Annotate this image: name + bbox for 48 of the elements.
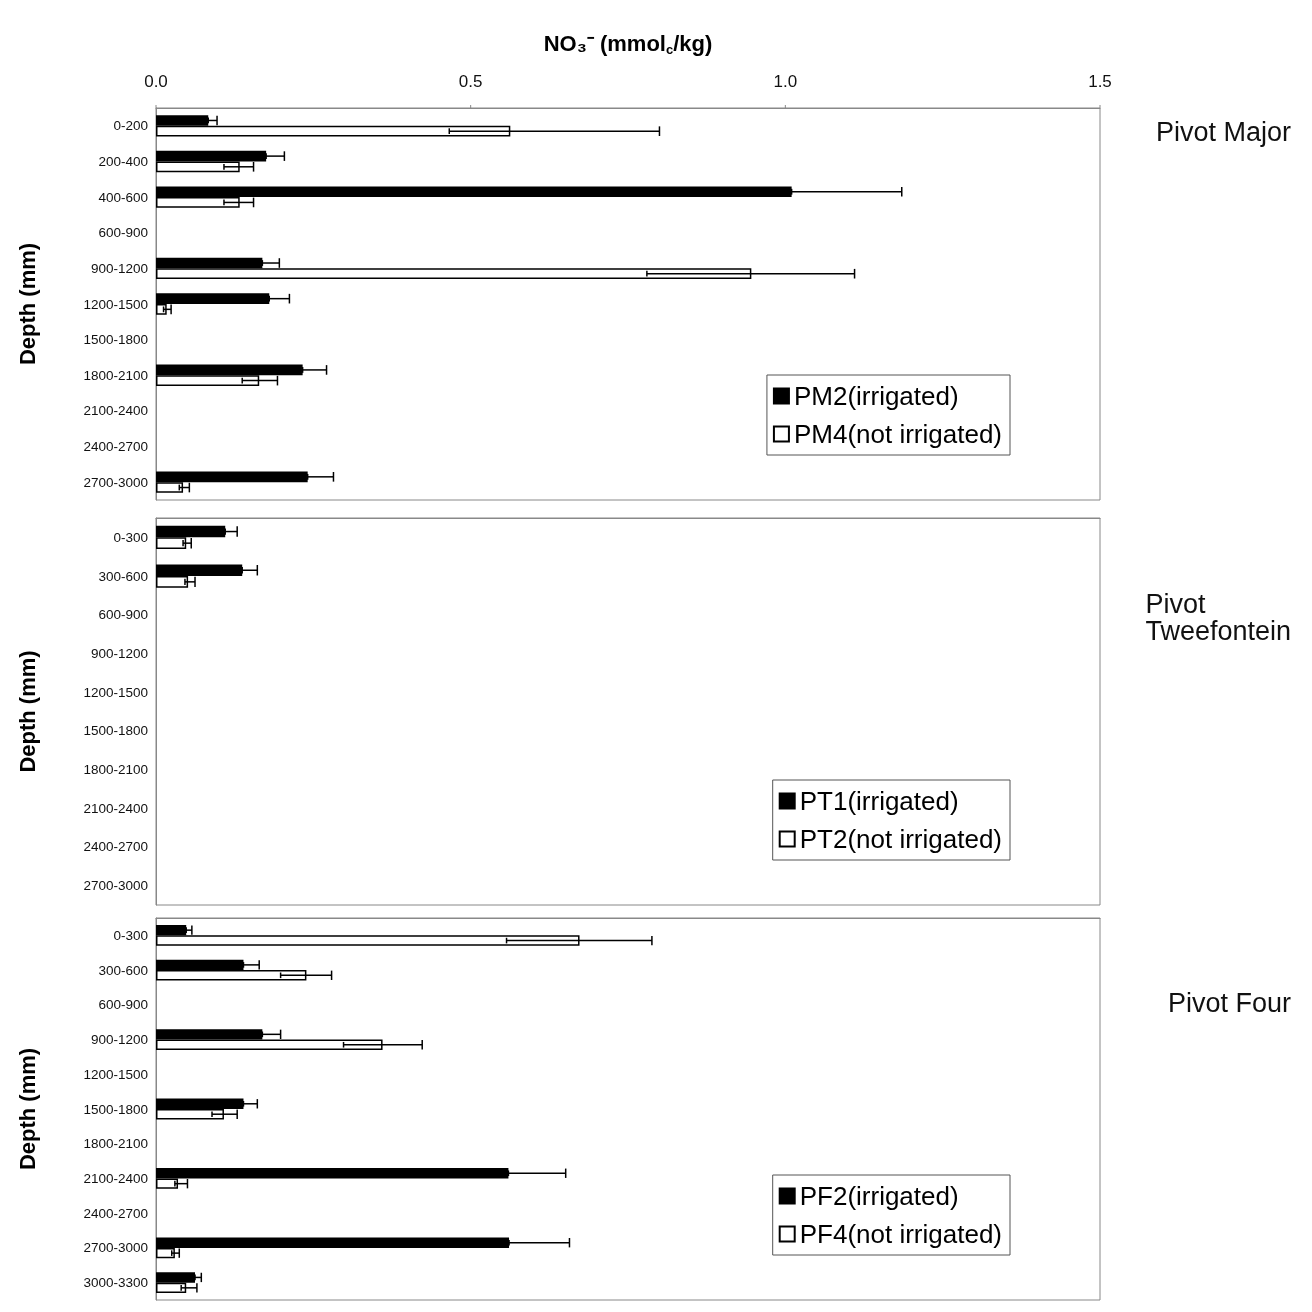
x-tick-label: 1.5 <box>1088 72 1112 91</box>
y-tick-label: 0-200 <box>113 118 148 134</box>
y-axis-title: Depth (mm) <box>14 1047 40 1171</box>
legend-label: PM2(irrigated) <box>793 381 959 411</box>
y-tick-label: 2400-2700 <box>83 839 148 855</box>
x-tick-label: 0.5 <box>458 72 483 91</box>
y-tick-label: 2700-3000 <box>83 1240 148 1256</box>
y-tick-label: 2400-2700 <box>83 439 148 455</box>
y-axis-title: Depth (mm) <box>14 242 40 366</box>
y-tick-label: 600-900 <box>98 607 148 623</box>
y-axis-title: Depth (mm) <box>14 650 40 773</box>
y-tick-label: 1500-1800 <box>83 723 148 739</box>
y-tick-label: 2100-2400 <box>83 1170 148 1186</box>
y-tick-label: 400-600 <box>98 189 148 205</box>
y-tick-label: 2700-3000 <box>83 878 148 894</box>
y-tick-label: 200-400 <box>98 153 148 169</box>
y-tick-label: 1500-1800 <box>83 332 148 348</box>
x-tick-label: 0.0 <box>144 72 168 91</box>
y-tick-label: 900-1200 <box>90 1032 148 1048</box>
y-tick-label: 3000-3300 <box>83 1275 148 1291</box>
y-tick-label: 900-1200 <box>90 260 148 276</box>
y-tick-label: 2100-2400 <box>83 403 148 419</box>
legend-label: PF2(irrigated) <box>799 1181 959 1211</box>
y-tick-label: 300-600 <box>98 568 148 584</box>
y-tick-label: 1800-2100 <box>83 367 148 383</box>
y-tick-label: 2100-2400 <box>83 800 148 816</box>
legend-label: PM4(not irrigated) <box>793 419 1002 449</box>
y-tick-label: 1200-1500 <box>83 684 148 700</box>
x-tick-label: 1.0 <box>773 72 798 91</box>
text: Pivot Major <box>1155 116 1292 147</box>
y-tick-label: 900-1200 <box>90 645 148 661</box>
y-tick-label: 2400-2700 <box>83 1205 148 1221</box>
legend-label: PT1(irrigated) <box>799 786 959 816</box>
y-tick-label: 1200-1500 <box>83 296 148 312</box>
y-tick-label: 1200-1500 <box>83 1066 148 1082</box>
y-tick-label: 600-900 <box>98 997 148 1013</box>
y-tick-label: 300-600 <box>98 962 148 978</box>
y-tick-label: 0-300 <box>113 529 148 545</box>
y-tick-label: 0-300 <box>113 927 148 943</box>
y-tick-label: 1800-2100 <box>83 762 148 778</box>
y-tick-label: 1500-1800 <box>83 1101 148 1117</box>
legend-label: PT2(not irrigated) <box>799 824 1003 854</box>
y-tick-label: 2700-3000 <box>83 474 148 490</box>
text: Pivot Tweefontein <box>1145 588 1292 646</box>
legend-label: PF4(not irrigated) <box>799 1219 1003 1249</box>
y-tick-label: 600-900 <box>98 225 148 241</box>
text: Pivot Four <box>1167 987 1292 1018</box>
y-tick-label: 1800-2100 <box>83 1136 148 1152</box>
